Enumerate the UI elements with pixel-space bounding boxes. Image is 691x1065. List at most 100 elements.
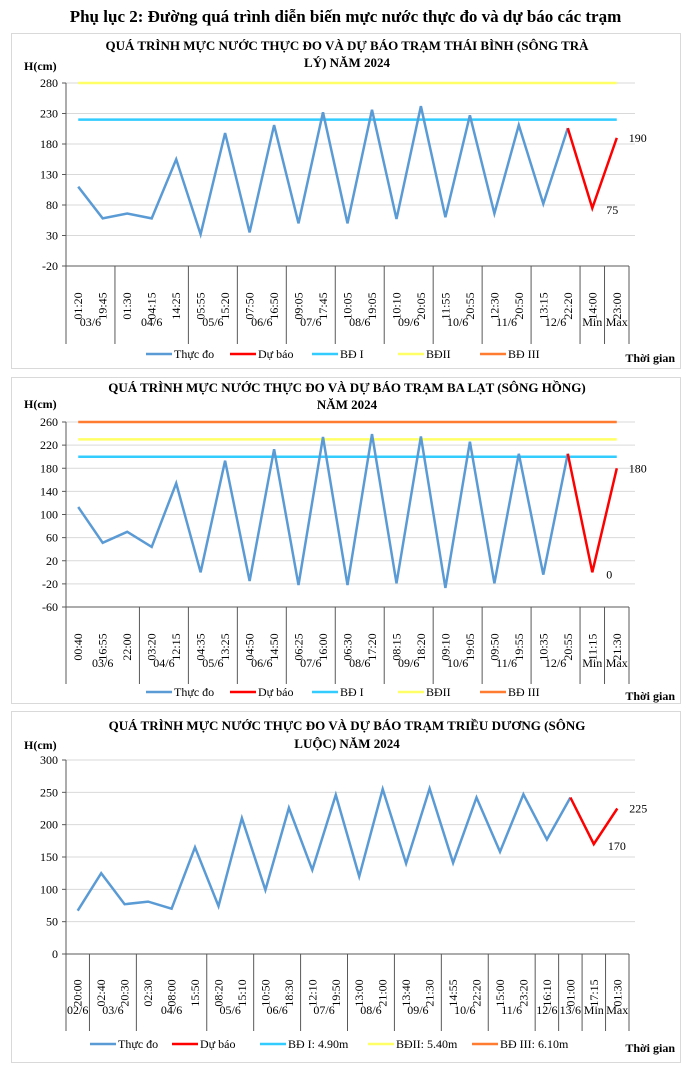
x-time-label: 08:20	[211, 979, 225, 1006]
x-group-label: 03/6	[92, 656, 113, 670]
x-group-label: 11/6	[496, 656, 517, 670]
data-label: 180	[629, 461, 647, 475]
legend-item: BĐII: 5.40m	[396, 1037, 458, 1051]
x-time-label: 22:20	[470, 979, 484, 1006]
x-time-label: 09:05	[292, 292, 306, 319]
chart-svg: QUÁ TRÌNH MỰC NƯỚC THỰC ĐO VÀ DỰ BÁO TRẠ…	[24, 718, 675, 1055]
chart-title-line: QUÁ TRÌNH MỰC NƯỚC THỰC ĐO VÀ DỰ BÁO TRẠ…	[105, 38, 589, 53]
legend-item: Dự báo	[258, 685, 294, 699]
x-time-label: 22:20	[561, 292, 575, 319]
x-time-label: 13:25	[218, 633, 232, 660]
x-group-label: 08/6	[349, 656, 370, 670]
x-time-label: 13:00	[352, 979, 366, 1006]
x-time-label: 06:25	[292, 633, 306, 660]
legend-item: BĐ I: 4.90m	[288, 1037, 349, 1051]
x-group-label: 10/6	[454, 1003, 475, 1017]
x-group-label: 06/6	[251, 315, 272, 329]
legend-item: BĐ III: 6.10m	[500, 1037, 569, 1051]
x-time-label: 11:15	[585, 634, 599, 661]
x-group-label: 04/6	[141, 315, 162, 329]
x-time-label: 12:30	[487, 292, 501, 319]
data-label: 190	[629, 131, 647, 145]
x-time-label: 01:30	[610, 979, 624, 1006]
x-time-label: 16:00	[316, 633, 330, 660]
chart-svg: QUÁ TRÌNH MỰC NƯỚC THỰC ĐO VÀ DỰ BÁO TRẠ…	[24, 380, 675, 703]
x-time-label: 20:50	[512, 292, 526, 319]
legend-item: BĐ I	[340, 347, 364, 361]
x-time-label: 02:30	[141, 979, 155, 1006]
x-time-label: 08:00	[165, 979, 179, 1006]
x-time-label: 14:00	[585, 292, 599, 319]
forecast-line	[566, 127, 618, 213]
x-time-label: 04:35	[194, 633, 208, 660]
x-group-label: 05/6	[202, 315, 223, 329]
x-time-label: 11:55	[438, 293, 452, 320]
observed-line	[76, 784, 572, 912]
chart-title-line: LÝ) NĂM 2024	[304, 55, 390, 70]
observed-line	[77, 105, 569, 239]
x-time-label: 08:15	[389, 633, 403, 660]
x-time-label: 16:10	[540, 979, 554, 1006]
y-tick-label: 30	[46, 229, 58, 243]
y-tick-label: 300	[40, 753, 58, 767]
y-axis-label: H(cm)	[24, 397, 57, 411]
x-time-label: 03:20	[145, 633, 159, 660]
x-time-label: 19:05	[463, 633, 477, 660]
legend-item: BĐII	[426, 347, 451, 361]
x-group-label: 03/6	[80, 315, 101, 329]
x-time-label: 01:00	[563, 979, 577, 1006]
x-time-label: 17:15	[587, 979, 601, 1006]
x-time-label: 17:45	[316, 292, 330, 319]
y-tick-label: 250	[40, 785, 58, 799]
x-time-label: 13:15	[536, 292, 550, 319]
x-time-label: 09:50	[487, 633, 501, 660]
legend-item: Dự báo	[200, 1037, 236, 1051]
legend-item: BĐ I	[340, 685, 364, 699]
x-time-label: 15:20	[218, 292, 232, 319]
x-time-label: 18:20	[414, 633, 428, 660]
x-time-label: 07:50	[243, 292, 257, 319]
y-axis-label: H(cm)	[24, 738, 57, 752]
x-group-label: 13/6	[560, 1003, 581, 1017]
y-tick-label: 20	[46, 554, 58, 568]
x-time-label: 21:00	[376, 979, 390, 1006]
x-group-label: 09/6	[398, 315, 419, 329]
y-tick-label: -60	[42, 600, 58, 614]
x-time-label: 20:55	[561, 633, 575, 660]
legend-item: Thực đo	[174, 685, 214, 699]
x-group-label: 11/6	[501, 1003, 522, 1017]
x-axis-label: Thời gian	[625, 1041, 675, 1055]
x-time-label: 01:20	[71, 292, 85, 319]
x-time-label: 06:30	[341, 633, 355, 660]
x-time-label: 17:20	[365, 633, 379, 660]
y-tick-label: 100	[40, 508, 58, 522]
x-group-label: Min	[584, 1003, 604, 1017]
x-group-label: 04/6	[161, 1003, 182, 1017]
data-label: 0	[606, 567, 612, 581]
x-time-label: 05:55	[194, 292, 208, 319]
x-time-label: 10:50	[258, 979, 272, 1006]
x-time-label: 19:50	[329, 979, 343, 1006]
x-group-label: Min	[582, 315, 602, 329]
x-group-label: 09/6	[398, 656, 419, 670]
x-time-label: 23:00	[610, 292, 624, 319]
y-tick-label: 220	[40, 438, 58, 452]
x-group-label: 07/6	[313, 1003, 334, 1017]
x-time-label: 14:25	[169, 292, 183, 319]
x-time-label: 18:30	[282, 979, 296, 1006]
forecast-line	[566, 453, 619, 573]
x-group-label: 12/6	[536, 1003, 557, 1017]
x-time-label: 23:20	[516, 979, 530, 1006]
x-time-label: 14:55	[446, 979, 460, 1006]
chart-title-line: QUÁ TRÌNH MỰC NƯỚC THỰC ĐO VÀ DỰ BÁO TRẠ…	[108, 380, 586, 395]
legend-item: BĐII	[426, 685, 451, 699]
x-axis-label: Thời gian	[625, 689, 675, 703]
forecast-line	[569, 796, 619, 847]
y-tick-label: 260	[40, 415, 58, 429]
x-time-label: 19:55	[512, 633, 526, 660]
x-time-label: 04:15	[145, 292, 159, 319]
x-group-label: 06/6	[251, 656, 272, 670]
x-time-label: 22:00	[120, 633, 134, 660]
x-group-label: 12/6	[545, 315, 566, 329]
x-time-label: 21:30	[423, 979, 437, 1006]
